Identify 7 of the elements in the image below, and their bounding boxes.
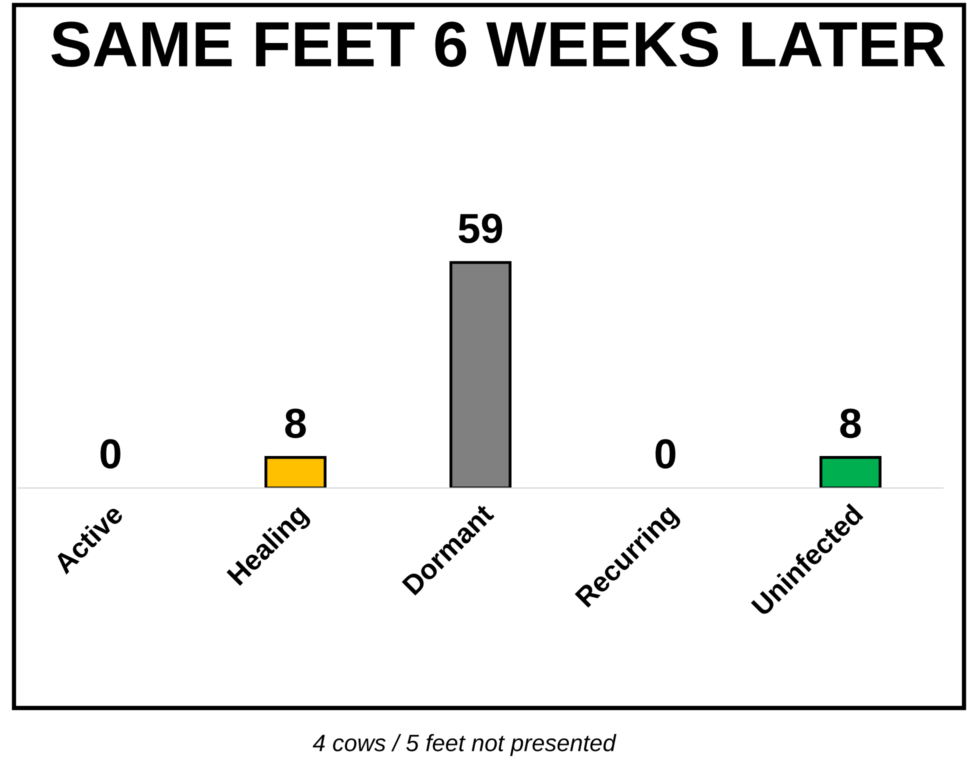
data-label: 8	[840, 408, 861, 438]
data-label: 8	[285, 408, 306, 438]
chart-title: SAME FEET 6 WEEKS LATER	[51, 22, 946, 67]
data-label: 0	[656, 439, 676, 469]
data-label: 59	[458, 214, 502, 244]
text: 4 cows / 5 feet not presented	[312, 734, 616, 756]
data-label: 0	[100, 439, 120, 469]
